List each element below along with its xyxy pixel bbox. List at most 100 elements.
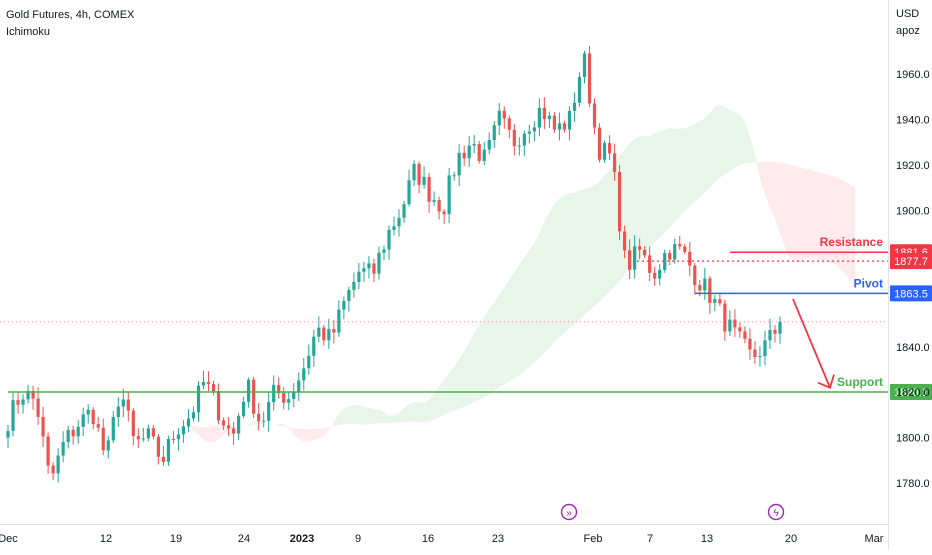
candle-body [86, 409, 90, 415]
candle [111, 410, 115, 444]
candle-body [653, 272, 657, 279]
candle-body [778, 321, 782, 334]
candle-body [617, 171, 622, 232]
economic-event-icon-glyph: » [566, 508, 572, 519]
cloud-segment [258, 420, 264, 425]
cloud-segment [679, 128, 685, 217]
cloud-segment [479, 316, 485, 400]
cloud-segment [769, 161, 775, 220]
cloud-segment [820, 172, 826, 262]
candle-body [683, 246, 687, 252]
candle-body [317, 327, 321, 337]
cloud-segment [795, 165, 801, 262]
cloud-segment [599, 175, 605, 302]
candle [567, 106, 572, 141]
cloud-segment [800, 167, 806, 262]
candle-body [477, 144, 481, 161]
cloud-segment [634, 136, 640, 264]
cloud-segment [539, 222, 545, 358]
candle [332, 320, 336, 344]
candle [71, 426, 75, 445]
candle-body [36, 398, 40, 417]
cloud-segment [764, 161, 770, 209]
candle [277, 377, 281, 399]
cloud-segment [780, 162, 786, 248]
candle-body [51, 465, 55, 474]
candle [753, 341, 757, 364]
candle-body [492, 125, 496, 141]
candle-body [231, 428, 236, 434]
cloud-segment [519, 257, 525, 376]
candle-body [292, 391, 296, 399]
candle [66, 425, 70, 449]
cloud-segment [298, 428, 304, 442]
cloud-segment [414, 401, 420, 422]
candle [216, 383, 221, 425]
price-tag-box-3 [890, 383, 932, 400]
earnings-event-icon [767, 503, 785, 521]
cloud-segment [253, 420, 259, 425]
cloud-segment [399, 408, 405, 423]
candle [668, 249, 672, 266]
candle [327, 318, 331, 350]
y-tick-label: 1940.0 [896, 115, 930, 127]
candle [36, 387, 40, 425]
candle [512, 123, 516, 156]
x-tick-label: 24 [238, 533, 250, 545]
cloud-segment [388, 415, 394, 423]
candle-body [522, 133, 526, 146]
candle-body [181, 426, 186, 435]
x-tick-label: 9 [355, 533, 361, 545]
cloud-segment [699, 118, 705, 198]
cloud-segment [333, 413, 339, 427]
candle-body [457, 152, 461, 176]
candle [151, 425, 155, 440]
candle [337, 300, 341, 337]
cloud-segment [424, 399, 430, 422]
candle-body [472, 144, 476, 146]
candle [502, 106, 506, 129]
scale-mode-label: apoz [896, 25, 920, 37]
cloud-segment [714, 105, 720, 183]
candle [607, 135, 612, 160]
candle [252, 376, 256, 419]
candle-body [442, 211, 446, 215]
candle [106, 435, 110, 459]
candle-body [552, 115, 557, 130]
cloud-segment [293, 428, 299, 439]
candle [602, 140, 607, 163]
candle-body [131, 410, 135, 437]
candle-body [6, 430, 10, 438]
cloud-segment [684, 125, 690, 212]
candle [176, 428, 181, 451]
cloud-segment [459, 351, 465, 409]
candle-body [753, 349, 757, 358]
candle [658, 264, 662, 286]
cloud-segment [138, 415, 144, 431]
candle-body [342, 301, 346, 310]
candle [377, 246, 381, 280]
candle [181, 420, 186, 443]
candle [432, 191, 436, 206]
candle [126, 391, 130, 422]
cloud-segment [509, 272, 515, 382]
candle [26, 384, 30, 404]
candle-body [16, 400, 20, 405]
candle-body [628, 250, 632, 270]
candle-body [407, 180, 411, 205]
candle-body [136, 436, 140, 440]
cloud-segment [734, 111, 740, 168]
cloud-segment [178, 415, 184, 422]
candle-body [146, 428, 150, 439]
candle-body [262, 420, 266, 422]
candle [297, 372, 301, 401]
candle-body [191, 412, 196, 419]
candle-body [763, 340, 767, 357]
candle-body [658, 269, 662, 279]
candle [542, 97, 546, 130]
candle [422, 166, 426, 189]
candle-body [567, 110, 572, 130]
candle-body [452, 175, 456, 177]
